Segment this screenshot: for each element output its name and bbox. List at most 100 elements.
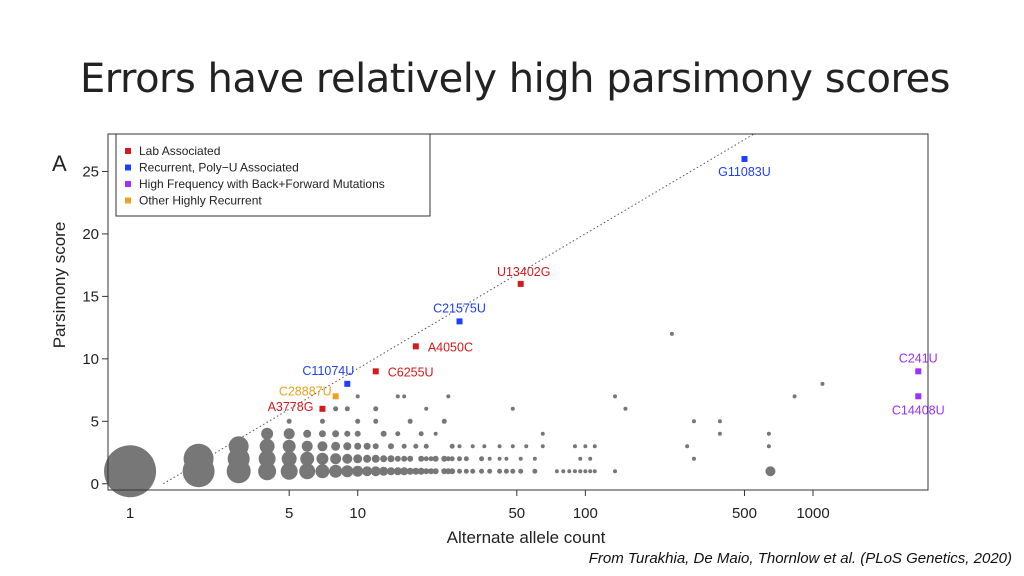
site-label: A4050C bbox=[428, 340, 473, 354]
site-point bbox=[372, 368, 379, 375]
data-point bbox=[282, 439, 296, 453]
data-point bbox=[685, 444, 690, 449]
data-point bbox=[588, 469, 593, 474]
data-point bbox=[428, 468, 435, 475]
data-point bbox=[423, 443, 429, 449]
legend-entry: Lab Associated bbox=[139, 144, 220, 158]
data-point bbox=[691, 456, 696, 461]
x-tick-label: 10 bbox=[349, 505, 366, 522]
data-point bbox=[487, 468, 493, 474]
x-tick-label: 1 bbox=[126, 505, 134, 522]
data-point bbox=[343, 442, 352, 451]
data-point bbox=[446, 394, 451, 399]
data-point bbox=[394, 455, 401, 462]
data-point bbox=[386, 467, 395, 476]
data-point bbox=[504, 456, 509, 461]
data-point bbox=[578, 469, 583, 474]
site-label: U13402G bbox=[497, 265, 551, 279]
data-point bbox=[355, 418, 361, 424]
data-point bbox=[417, 467, 425, 475]
data-point bbox=[407, 418, 413, 424]
data-point bbox=[669, 331, 674, 336]
data-point bbox=[379, 466, 389, 476]
data-point bbox=[418, 455, 425, 462]
site-label: C21575U bbox=[433, 301, 486, 315]
labeled-sites: G11083U U13402G C21575U A4050C C6255U C11074U… bbox=[268, 155, 945, 417]
legend-entry: High Frequency with Back+Forward Mutatio… bbox=[139, 177, 385, 191]
data-point bbox=[792, 394, 797, 399]
site-point bbox=[344, 380, 351, 387]
data-point bbox=[424, 406, 429, 411]
data-point bbox=[479, 456, 485, 462]
data-point bbox=[510, 468, 516, 474]
data-point bbox=[449, 468, 456, 475]
site-label: C6255U bbox=[388, 365, 434, 379]
data-point bbox=[592, 444, 597, 449]
site-point bbox=[915, 368, 922, 375]
data-point bbox=[401, 443, 407, 449]
data-point bbox=[371, 454, 380, 463]
data-point bbox=[766, 431, 771, 436]
x-tick-label: 5 bbox=[285, 505, 293, 522]
data-point bbox=[228, 436, 249, 457]
data-point bbox=[402, 394, 407, 399]
site-point bbox=[456, 318, 463, 325]
data-point bbox=[418, 431, 424, 437]
data-point bbox=[497, 468, 503, 474]
site-label: A3778G bbox=[268, 400, 314, 414]
slide-title: Errors have relatively high parsimony sc… bbox=[80, 56, 951, 102]
data-point bbox=[567, 469, 572, 474]
y-tick-label: 0 bbox=[91, 476, 99, 493]
data-point bbox=[395, 394, 400, 399]
data-point bbox=[372, 443, 379, 450]
x-axis: 1 5 10 50 100 500 1000 bbox=[126, 490, 830, 522]
data-point bbox=[363, 442, 371, 450]
data-point bbox=[540, 431, 545, 436]
data-point bbox=[470, 468, 476, 474]
y-tick-label: 25 bbox=[82, 163, 99, 180]
data-point bbox=[353, 454, 363, 464]
data-point bbox=[588, 456, 593, 461]
data-point bbox=[283, 428, 295, 440]
background-points bbox=[104, 331, 825, 498]
y-tick-label: 10 bbox=[82, 351, 99, 368]
legend-box bbox=[115, 133, 431, 217]
legend: Lab Associated Recurrent, Poly−U Associat… bbox=[115, 133, 431, 217]
data-point bbox=[457, 456, 463, 462]
data-point bbox=[717, 431, 722, 436]
data-point bbox=[329, 464, 343, 478]
data-point bbox=[319, 418, 325, 424]
data-point bbox=[406, 467, 414, 475]
data-point bbox=[299, 463, 316, 480]
data-point bbox=[315, 464, 330, 479]
data-point bbox=[286, 418, 292, 424]
data-point bbox=[259, 438, 275, 454]
data-point bbox=[457, 468, 463, 474]
data-point bbox=[380, 430, 387, 437]
data-point bbox=[482, 444, 487, 449]
data-point bbox=[532, 456, 537, 461]
data-point bbox=[503, 468, 509, 474]
data-point bbox=[281, 451, 297, 467]
data-point bbox=[344, 406, 350, 412]
legend-entry: Other Highly Recurrent bbox=[139, 194, 262, 208]
data-point bbox=[441, 455, 448, 462]
data-point bbox=[373, 406, 379, 412]
data-point bbox=[300, 451, 315, 466]
data-point bbox=[423, 456, 429, 462]
citation: From Turakhia, De Maio, Thornlow et al. … bbox=[588, 550, 1012, 567]
plot-frame bbox=[107, 133, 929, 491]
data-point bbox=[518, 468, 524, 474]
data-point bbox=[380, 455, 388, 463]
site-label: C11074U bbox=[302, 364, 354, 378]
data-point bbox=[518, 456, 523, 461]
data-point bbox=[470, 444, 475, 449]
data-point bbox=[524, 444, 529, 449]
data-point bbox=[412, 467, 420, 475]
site-label: G11083U bbox=[718, 165, 771, 179]
site-point bbox=[332, 393, 339, 400]
x-tick-label: 500 bbox=[732, 505, 757, 522]
data-point bbox=[457, 444, 462, 449]
data-point bbox=[354, 430, 361, 437]
data-point bbox=[342, 453, 353, 464]
